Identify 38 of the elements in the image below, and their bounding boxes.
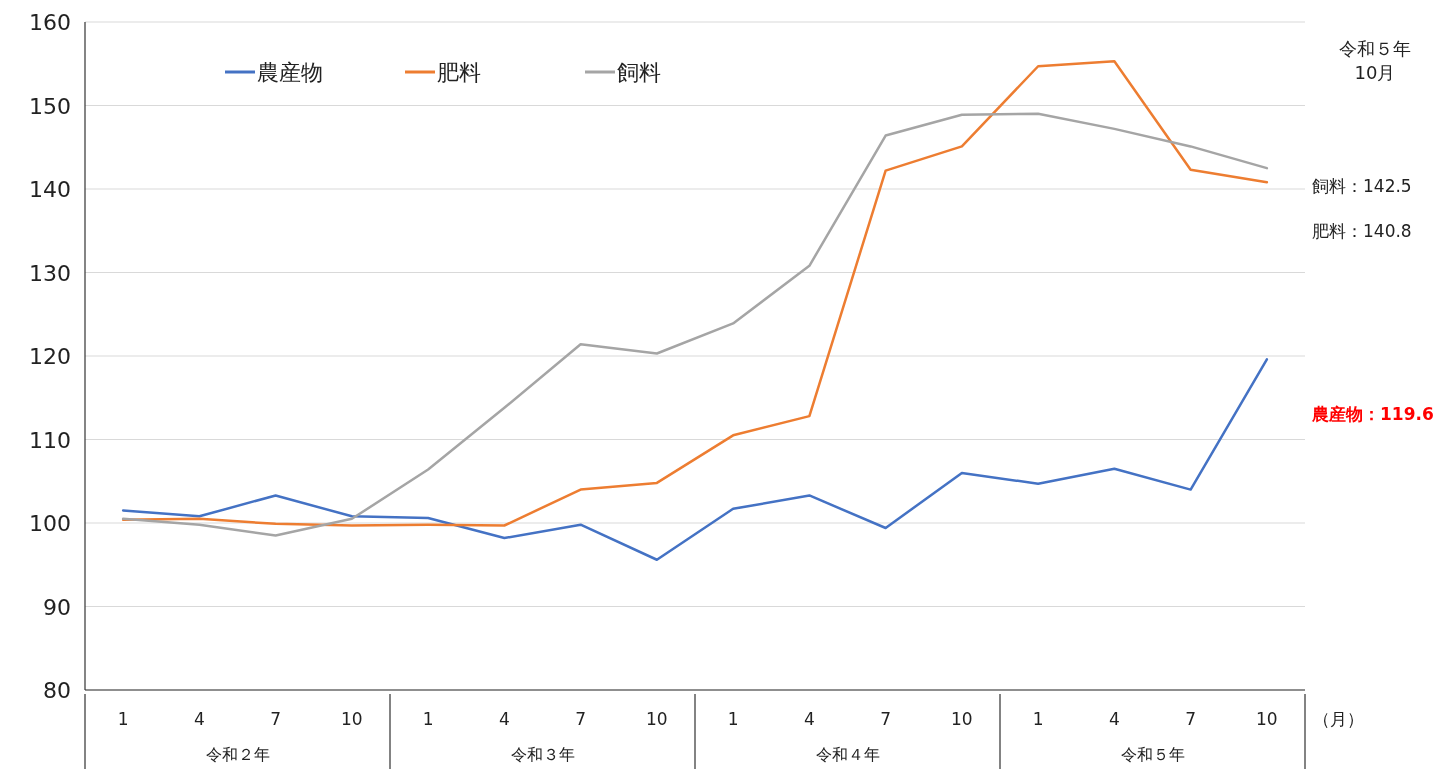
x-tick-label: 10 xyxy=(646,709,668,729)
x-tick-label: 1 xyxy=(117,709,129,729)
y-tick-label: 110 xyxy=(29,427,71,453)
text: 肥料：140.8 xyxy=(1312,221,1412,241)
y-tick-label: 130 xyxy=(29,260,71,286)
x-tick-label: 4 xyxy=(193,709,205,729)
text: 令和３年 xyxy=(510,745,575,764)
legend-label: 農産物 xyxy=(257,60,323,85)
x-tick-label: 10 xyxy=(1256,709,1278,729)
y-tick-label: 100 xyxy=(29,511,71,536)
x-tick-label: 1 xyxy=(422,709,434,729)
y-tick-label: 160 xyxy=(29,10,71,35)
text: （月） xyxy=(1312,709,1364,729)
y-tick-label: 120 xyxy=(29,344,71,369)
text: 飼料：142.5 xyxy=(1312,176,1412,196)
legend-label: 飼料 xyxy=(617,60,661,85)
x-tick-label: 10 xyxy=(341,709,363,729)
y-tick-label: 90 xyxy=(43,594,71,620)
line-series xyxy=(121,358,1269,561)
x-tick-label: 4 xyxy=(803,709,815,729)
x-tick-label: 7 xyxy=(880,709,892,729)
x-tick-label: 1 xyxy=(1032,709,1044,729)
x-tick-label: 1 xyxy=(727,709,739,729)
x-tick-label: 7 xyxy=(1185,709,1197,729)
text: 農産物：119.6 xyxy=(1311,404,1434,424)
x-tick-label: 10 xyxy=(951,709,973,729)
text: 令和２年 xyxy=(205,745,270,764)
x-tick-label: 7 xyxy=(575,709,587,729)
y-tick-label: 140 xyxy=(29,177,71,202)
text: 令和４年 xyxy=(815,745,880,764)
text: 令和５年 10月 xyxy=(1339,38,1411,83)
y-tick-label: 150 xyxy=(29,93,71,119)
text: 令和５年 xyxy=(1120,745,1185,764)
legend-label: 肥料 xyxy=(437,60,481,85)
x-tick-label: 4 xyxy=(1108,709,1120,729)
x-tick-label: 4 xyxy=(498,709,510,729)
y-tick-label: 80 xyxy=(43,678,71,703)
x-tick-label: 7 xyxy=(270,709,282,729)
